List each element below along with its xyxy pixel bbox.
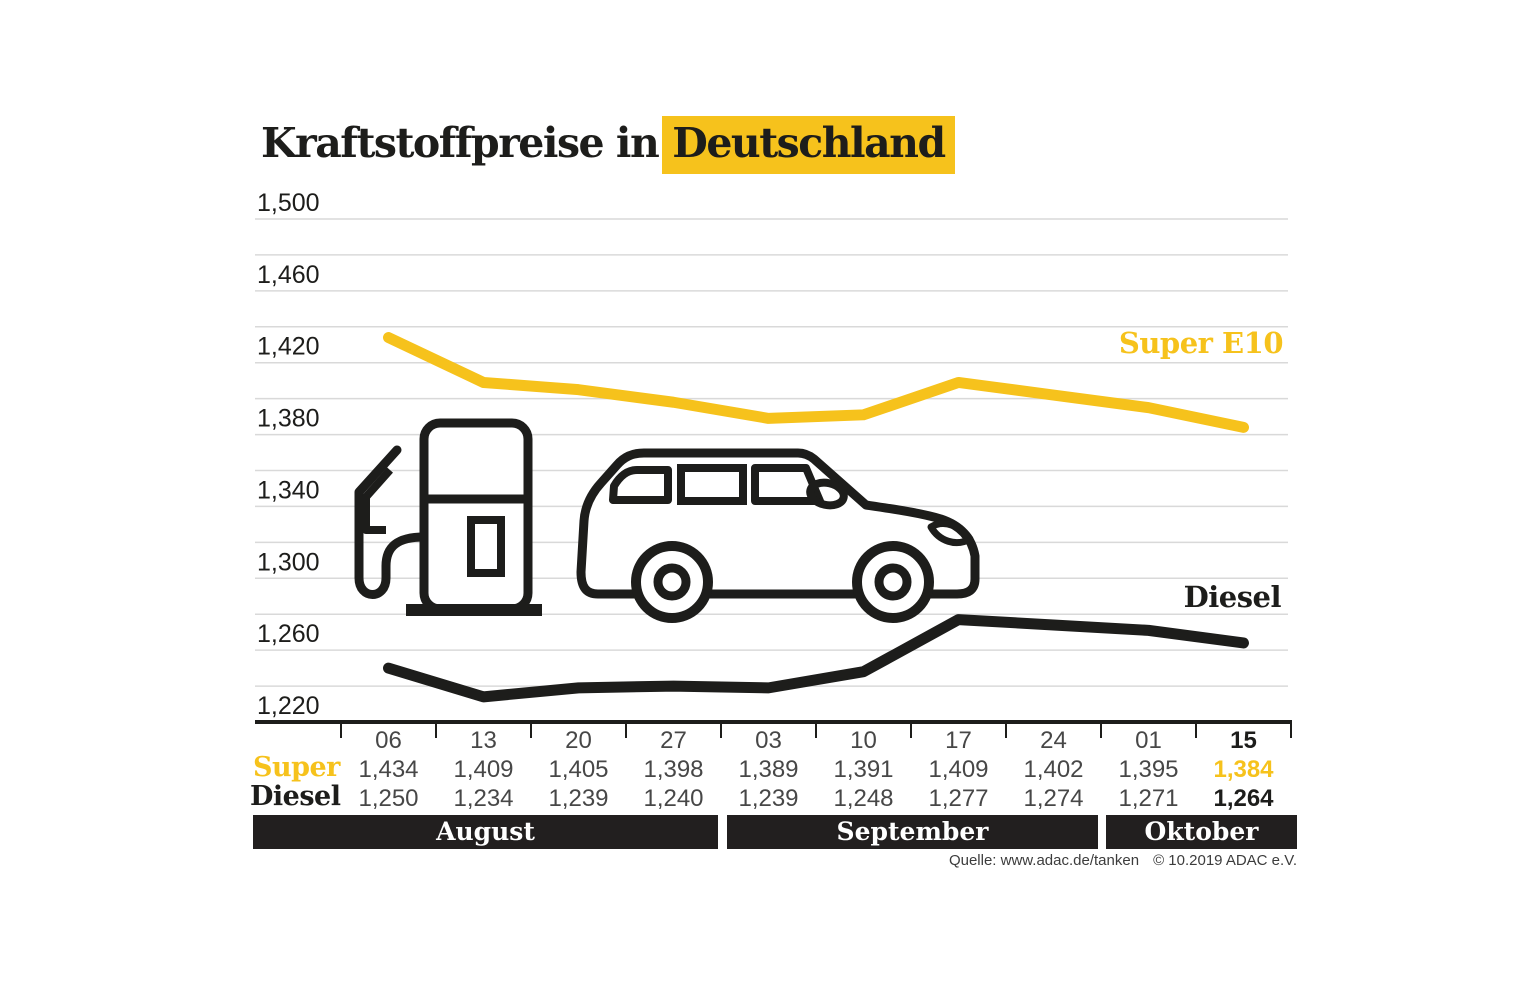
month-band-september: September — [727, 815, 1098, 849]
super-value-cell: 1,391 — [833, 756, 894, 783]
diesel-value-cell: 1,274 — [1023, 785, 1084, 812]
date-label: 27 — [660, 727, 687, 754]
date-label: 17 — [945, 727, 972, 754]
super-value-cell: 1,409 — [928, 756, 989, 783]
date-label: 01 — [1135, 727, 1162, 754]
date-label: 10 — [850, 727, 877, 754]
y-axis-tick-label: 1,260 — [257, 620, 320, 648]
car-front-hub — [874, 563, 912, 601]
car-rear-window — [609, 466, 672, 504]
y-axis-tick-label: 1,420 — [257, 333, 320, 361]
date-label: 03 — [755, 727, 782, 754]
decorative-icons — [354, 418, 980, 623]
diesel-value-cell: 1,277 — [928, 785, 989, 812]
y-axis-tick-label: 1,340 — [257, 476, 320, 504]
super-value-cell: 1,405 — [548, 756, 609, 783]
month-band-oktober: Oktober — [1106, 815, 1297, 849]
super-value-cell: 1,398 — [643, 756, 704, 783]
fuel-pump-icon — [354, 418, 542, 616]
super-value-cell: 1,389 — [738, 756, 799, 783]
diesel-value-cell: 1,271 — [1118, 785, 1179, 812]
car-icon — [576, 448, 980, 623]
y-axis-tick-label: 1,500 — [257, 189, 320, 217]
super-value-cell: 1,384 — [1213, 756, 1274, 783]
source-text: Quelle: www.adac.de/tanken — [948, 852, 1140, 869]
date-label: 24 — [1040, 727, 1067, 754]
row-label-diesel: Diesel — [250, 781, 341, 812]
legend-super-e10: Super E10 — [1119, 326, 1283, 360]
car-headlight — [927, 520, 974, 546]
car-middle-window — [677, 464, 747, 505]
y-axis-labels: 1,500 1,460 1,420 1,380 1,340 1,300 1,260 1,220 — [257, 189, 320, 720]
car-rear-hub — [653, 563, 691, 601]
super-value-cell: 1,409 — [453, 756, 514, 783]
line-super-e10 — [383, 332, 1249, 433]
y-axis-tick-label: 1,220 — [257, 692, 320, 720]
date-label: 15 — [1230, 727, 1257, 754]
diesel-value-cell: 1,234 — [453, 785, 514, 812]
x-axis — [255, 720, 1292, 738]
y-axis-tick-label: 1,300 — [257, 548, 320, 576]
copyright-text: © 10.2019 ADAC e.V. — [1153, 852, 1297, 869]
source-note: Quelle: www.adac.de/tanken © 10.2019 ADAC… — [949, 852, 1297, 869]
y-axis-tick-label: 1,380 — [257, 405, 320, 433]
row-label-super: Super — [253, 752, 340, 783]
page-title: Kraftstoffpreise in Deutschland — [261, 116, 955, 174]
date-label: 06 — [375, 727, 402, 754]
date-label: 20 — [565, 727, 592, 754]
y-axis-tick-label: 1,460 — [257, 261, 320, 289]
diesel-value-cell: 1,264 — [1213, 785, 1274, 812]
data-lines — [383, 332, 1249, 703]
diesel-value-cell: 1,240 — [643, 785, 704, 812]
diesel-value-cell: 1,239 — [548, 785, 609, 812]
diesel-value-cell: 1,250 — [358, 785, 419, 812]
legend-diesel: Diesel — [1184, 580, 1282, 614]
diesel-value-cell: 1,248 — [833, 785, 894, 812]
diesel-value-cell: 1,239 — [738, 785, 799, 812]
car-vent-window — [806, 478, 848, 510]
title-highlight: Deutschland — [662, 116, 955, 174]
title-prefix: Kraftstoffpreise in — [261, 119, 660, 167]
date-label: 13 — [470, 727, 497, 754]
month-band-august: August — [253, 815, 718, 849]
super-value-cell: 1,402 — [1023, 756, 1084, 783]
super-value-cell: 1,395 — [1118, 756, 1179, 783]
super-value-cell: 1,434 — [358, 756, 419, 783]
line-diesel — [383, 614, 1249, 703]
